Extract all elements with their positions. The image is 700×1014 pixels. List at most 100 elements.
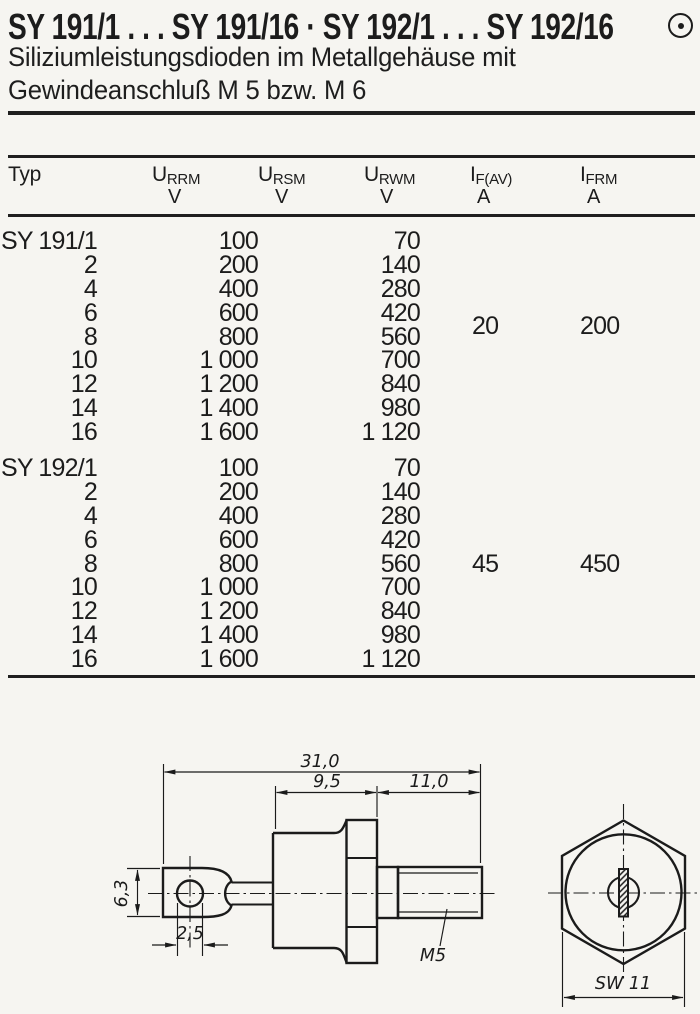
urrm-cell: 1 400 xyxy=(199,621,258,650)
rows-sy192: SY 192/1 100 70 2 200 140 4 400 280 6 60… xyxy=(0,454,700,674)
urwm-cell: 70 xyxy=(393,227,421,255)
urwm-cell: 1 120 xyxy=(361,418,420,447)
table-row: SY 191/1 100 70 xyxy=(0,227,700,255)
table-row: 14 1 400 980 xyxy=(0,394,700,423)
rows-sy191: SY 191/1 100 70 2 200 140 4 400 280 6 60… xyxy=(0,227,700,447)
type-cell: SY 191/1 xyxy=(0,227,98,255)
ifrm-value: 450 xyxy=(580,550,620,578)
column-header-ifav: IF(AV) xyxy=(470,163,513,188)
urwm-cell: 840 xyxy=(380,597,421,626)
urwm-cell: 1 120 xyxy=(361,645,420,674)
urrm-cell: 100 xyxy=(218,454,259,482)
type-cell: 8 xyxy=(83,549,98,578)
dim-label-lug-height: 6,3 xyxy=(112,880,132,908)
unit-ifav: A xyxy=(477,186,491,208)
table-row: 16 1 600 1 120 xyxy=(0,645,700,674)
divider-rule-header-bottom xyxy=(8,214,695,217)
type-cell: 10 xyxy=(70,346,98,375)
urwm-cell: 280 xyxy=(380,501,421,530)
urrm-cell: 600 xyxy=(218,525,259,554)
urwm-cell: 980 xyxy=(380,394,421,423)
dim-label-stud: 11,0 xyxy=(410,772,449,792)
table-row: 10 1 000 700 xyxy=(0,346,700,375)
ext-lines-total xyxy=(162,764,482,864)
urwm-cell: 140 xyxy=(380,250,421,279)
unit-ursm: V xyxy=(275,186,289,208)
urwm-cell: 700 xyxy=(380,346,421,375)
type-cell: 2 xyxy=(83,250,98,279)
type-cell: 16 xyxy=(70,645,98,674)
urrm-cell: 1 000 xyxy=(199,346,258,375)
slot-section xyxy=(618,868,629,918)
urrm-cell: 200 xyxy=(218,477,259,506)
type-cell: 2 xyxy=(83,477,98,506)
subtitle-line-1: Siliziumleistungsdioden im Metallgehäuse… xyxy=(8,42,516,72)
table-row: 2 200 140 xyxy=(0,477,700,506)
front-view: SW 11 xyxy=(548,804,698,1007)
urrm-cell: 200 xyxy=(218,250,259,279)
threaded-stud xyxy=(396,865,484,920)
table-row: SY 192/1 100 70 xyxy=(0,454,700,482)
urwm-cell: 840 xyxy=(380,370,421,399)
ext-lines-body xyxy=(274,786,378,829)
divider-rule-top xyxy=(8,111,695,115)
type-cell: 4 xyxy=(83,274,98,303)
ifrm-value: 200 xyxy=(580,312,620,340)
hex-flange xyxy=(345,818,379,965)
divider-rule-table-bottom xyxy=(8,675,695,678)
thread-root-lines xyxy=(398,872,478,913)
urwm-cell: 560 xyxy=(380,322,421,351)
urwm-cell: 560 xyxy=(380,549,421,578)
urwm-cell: 70 xyxy=(393,454,421,482)
type-cell: 14 xyxy=(70,621,98,650)
urrm-cell: 600 xyxy=(218,298,259,327)
dim-label-total: 31,0 xyxy=(301,752,340,772)
type-cell: 8 xyxy=(83,322,98,351)
table-row: 4 400 280 xyxy=(0,501,700,530)
dim-label-body: 9,5 xyxy=(313,772,341,792)
ext-lines-lug-height xyxy=(127,867,160,918)
type-cell: 6 xyxy=(83,298,98,327)
table-row: 16 1 600 1 120 xyxy=(0,418,700,447)
solder-lug xyxy=(161,866,233,919)
table-row: 14 1 400 980 xyxy=(0,621,700,650)
table-row: 4 400 280 xyxy=(0,274,700,303)
page-subtitle: Siliziumleistungsdioden im Metallgehäuse… xyxy=(8,41,516,107)
type-cell: SY 192/1 xyxy=(0,454,98,482)
urrm-cell: 1 200 xyxy=(199,597,258,626)
table-row: 10 1 000 700 xyxy=(0,573,700,602)
thread-leader-line xyxy=(439,908,448,947)
table-row: 12 1 200 840 xyxy=(0,597,700,626)
type-cell: 10 xyxy=(70,573,98,602)
case-body xyxy=(271,819,348,963)
urwm-cell: 140 xyxy=(380,477,421,506)
column-header-urwm: URWM xyxy=(364,163,416,188)
urrm-cell: 400 xyxy=(218,274,259,303)
side-view: 31,0 9,5 11,0 6,3 2,5 M5 xyxy=(112,752,496,966)
table-row: 6 600 420 xyxy=(0,298,700,327)
hex-facet-lines xyxy=(346,856,377,929)
table-row: 6 600 420 xyxy=(0,525,700,554)
type-cell: 12 xyxy=(70,597,98,626)
ifav-value: 20 xyxy=(472,312,499,340)
unit-urwm: V xyxy=(380,186,394,208)
column-header-typ: Typ xyxy=(8,163,41,186)
urwm-cell: 280 xyxy=(380,274,421,303)
hex-outline xyxy=(560,819,687,966)
type-group-sy192: SY 192/1 100 70 2 200 140 4 400 280 6 60… xyxy=(0,454,700,674)
ifav-value: 45 xyxy=(472,550,499,578)
divider-rule-table-top xyxy=(8,155,695,158)
page-title: SY 191/1 . . . SY 191/16 · SY 192/1 . . … xyxy=(8,6,614,47)
unit-urrm: V xyxy=(168,186,182,208)
circled-dot-icon xyxy=(668,13,693,38)
urrm-cell: 1 200 xyxy=(199,370,258,399)
thread-label: M5 xyxy=(420,946,446,966)
column-header-urrm: URRM xyxy=(152,163,201,188)
case-circle xyxy=(564,833,683,952)
type-cell: 16 xyxy=(70,418,98,447)
lead-wire xyxy=(231,881,273,906)
lug-hole xyxy=(175,879,205,908)
outline-drawing: 31,0 9,5 11,0 6,3 2,5 M5 xyxy=(112,752,698,1007)
type-cell: 14 xyxy=(70,394,98,423)
